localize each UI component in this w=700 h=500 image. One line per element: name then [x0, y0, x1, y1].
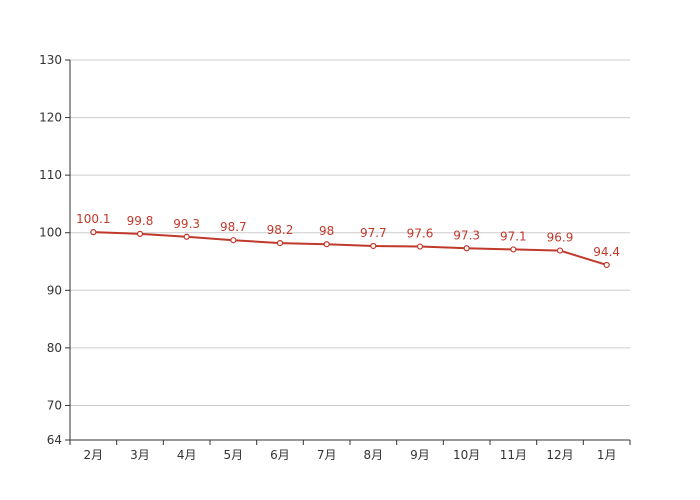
data-label: 98	[319, 224, 334, 238]
x-tick-label: 10月	[453, 448, 480, 462]
x-tick-label: 5月	[224, 448, 244, 462]
data-label: 97.1	[500, 229, 527, 243]
x-tick-label: 7月	[317, 448, 337, 462]
data-label: 94.4	[593, 245, 620, 259]
data-labels: 100.1 99.8 99.3 98.7 98.2 98 97.7 97.6 97.3 97.1 9…	[76, 212, 620, 259]
x-tick-label: 6月	[270, 448, 290, 462]
data-label: 98.2	[267, 223, 294, 237]
series-line	[93, 231, 607, 266]
data-point	[230, 237, 237, 244]
data-point	[323, 241, 330, 248]
x-tick-label: 11月	[500, 448, 527, 462]
x-tick-label: 12月	[546, 448, 573, 462]
data-point	[510, 246, 517, 253]
data-point	[603, 261, 610, 269]
x-tick-label: 2月	[84, 448, 104, 462]
data-label: 96.9	[547, 231, 574, 245]
series-line-layer	[93, 231, 607, 266]
y-tick-label: 120	[39, 111, 62, 125]
data-label: 97.6	[407, 227, 434, 241]
data-label: 97.3	[453, 228, 480, 242]
x-tick-label: 8月	[364, 448, 384, 462]
y-tick-labels: 64 70 80 90 100 110 120 130	[39, 53, 62, 447]
point-markers	[90, 229, 610, 269]
data-label: 100.1	[76, 212, 110, 226]
data-label: 99.3	[173, 217, 200, 231]
data-point	[370, 242, 377, 250]
y-tick-label: 90	[47, 283, 62, 297]
y-tick-label: 70	[47, 398, 62, 412]
data-label: 98.7	[220, 220, 247, 234]
y-tick-label: 110	[39, 168, 62, 182]
x-tick-label: 4月	[177, 448, 197, 462]
data-point	[183, 233, 190, 240]
y-tick-label: 100	[39, 226, 62, 240]
data-label: 99.8	[127, 214, 154, 228]
x-tick-labels: 2月 3月 4月 5月 6月 7月 8月 9月 10月 11月 12月 1月	[84, 448, 617, 462]
y-tick-label: 64	[47, 433, 62, 447]
data-point	[276, 239, 284, 247]
data-point	[416, 243, 424, 250]
y-tick-label: 80	[47, 341, 62, 355]
x-tick-label: 9月	[410, 448, 430, 462]
x-tick-label: 1月	[597, 448, 617, 462]
data-point	[556, 247, 564, 254]
x-tick-label: 3月	[130, 448, 150, 462]
grid-lines	[70, 59, 630, 406]
data-label: 97.7	[360, 226, 387, 240]
data-point	[136, 230, 144, 237]
data-point	[463, 245, 470, 252]
y-tick-label: 130	[39, 53, 62, 67]
axes	[65, 59, 631, 445]
data-point	[90, 229, 97, 236]
